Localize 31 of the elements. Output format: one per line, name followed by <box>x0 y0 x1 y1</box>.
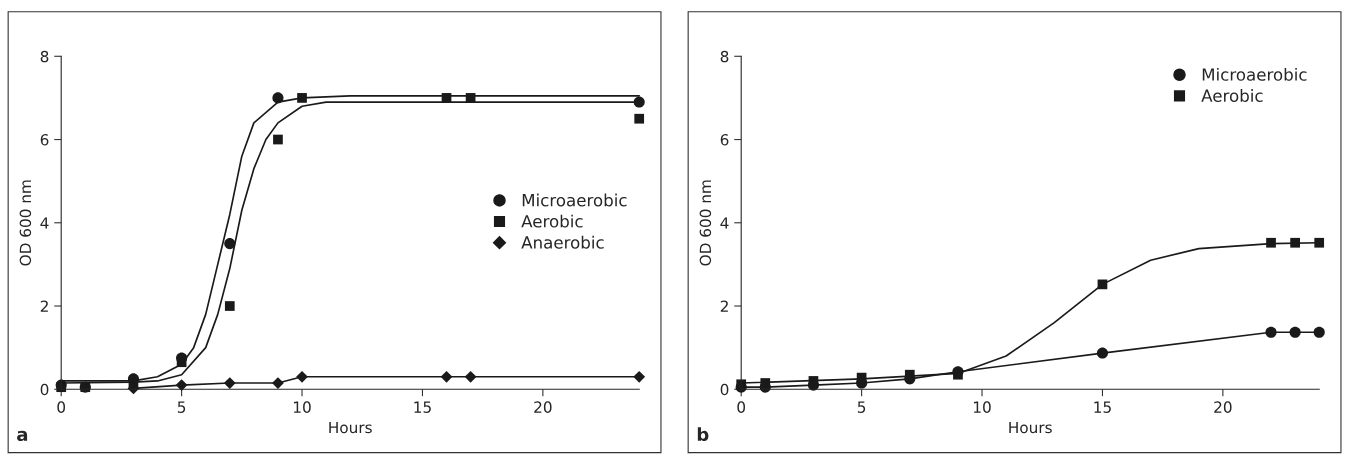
y-tick-label: 6 <box>40 133 49 146</box>
x-axis-title: Hours <box>329 421 372 434</box>
y-axis-title: OD 600 nm <box>699 180 712 266</box>
x-tick-label: 20 <box>1214 401 1232 413</box>
legend-label: Microaerobic <box>1202 67 1307 81</box>
x-tick-label: 5 <box>177 401 186 413</box>
y-tick-label: 0 <box>720 383 729 396</box>
legend-label: Microaerobic <box>522 193 627 207</box>
x-tick-label: 15 <box>1094 401 1111 413</box>
y-tick-label: 2 <box>720 300 728 312</box>
x-tick-label: 0 <box>737 401 746 413</box>
legend-label: Aerobic <box>1201 89 1263 102</box>
x-tick-label: 15 <box>414 401 431 413</box>
text: b <box>697 427 709 442</box>
x-tick-label: 5 <box>857 401 866 413</box>
y-tick-label: 0 <box>40 383 49 396</box>
x-tick-label: 10 <box>973 401 991 413</box>
y-tick-label: 2 <box>40 300 48 312</box>
y-tick-label: 4 <box>720 217 729 229</box>
y-tick-label: 6 <box>720 133 729 146</box>
y-tick-label: 4 <box>40 217 49 229</box>
x-tick-label: 0 <box>57 401 66 413</box>
y-tick-label: 8 <box>720 50 729 63</box>
legend-label: Aerobic <box>521 214 583 228</box>
x-tick-label: 20 <box>534 401 552 413</box>
legend-label: Anaerobic <box>521 235 604 249</box>
x-tick-label: 10 <box>293 401 311 413</box>
y-axis-title: OD 600 nm <box>19 180 32 266</box>
text: a <box>17 430 28 442</box>
y-tick-label: 8 <box>40 50 49 63</box>
x-axis-title: Hours <box>1009 421 1052 434</box>
